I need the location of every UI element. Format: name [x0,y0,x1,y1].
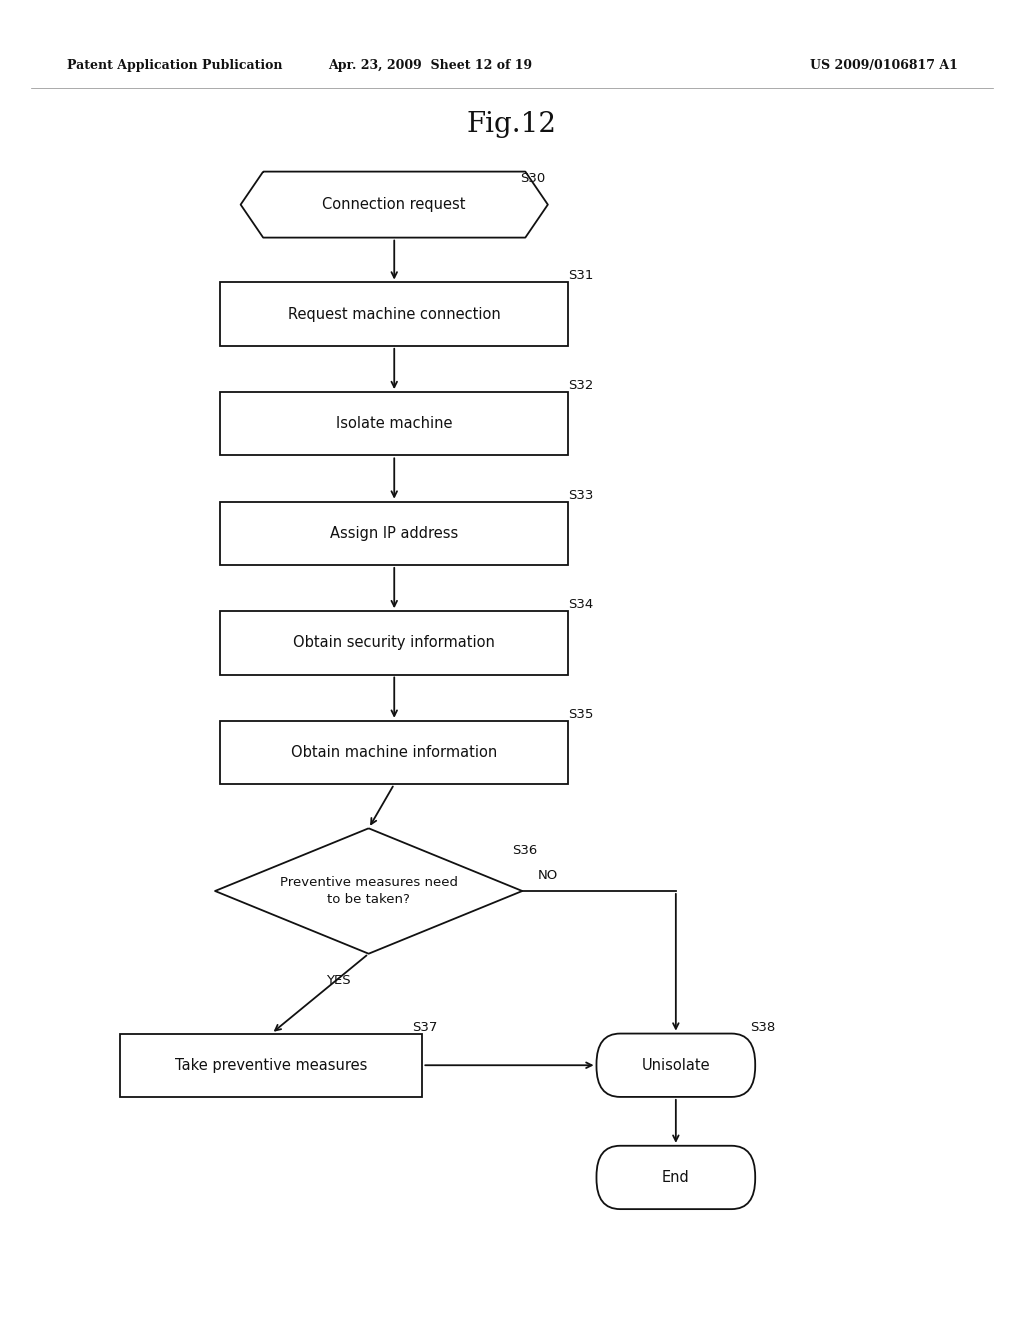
Text: S38: S38 [750,1020,775,1034]
Text: S37: S37 [412,1020,437,1034]
Text: S31: S31 [568,269,594,282]
Text: S32: S32 [568,379,594,392]
Text: Isolate machine: Isolate machine [336,416,453,432]
Text: S33: S33 [568,488,594,502]
Text: Unisolate: Unisolate [641,1057,711,1073]
Text: Apr. 23, 2009  Sheet 12 of 19: Apr. 23, 2009 Sheet 12 of 19 [328,59,532,73]
Text: US 2009/0106817 A1: US 2009/0106817 A1 [810,59,957,73]
Bar [220,392,568,455]
Text: S36: S36 [512,843,538,857]
Text: Connection request: Connection request [323,197,466,213]
Text: Request machine connection: Request machine connection [288,306,501,322]
Bar [220,282,568,346]
Bar [220,502,568,565]
Text: End: End [662,1170,690,1185]
Text: S35: S35 [568,708,594,721]
Bar [220,721,568,784]
Text: Preventive measures need
to be taken?: Preventive measures need to be taken? [280,876,458,906]
Text: Patent Application Publication: Patent Application Publication [67,59,282,73]
Text: YES: YES [326,974,350,986]
Text: Obtain security information: Obtain security information [293,635,496,651]
Bar [121,1034,422,1097]
Text: Take preventive measures: Take preventive measures [175,1057,368,1073]
Text: NO: NO [538,869,558,882]
Text: Fig.12: Fig.12 [467,111,557,137]
Bar [220,611,568,675]
Text: S34: S34 [568,598,594,611]
Text: Assign IP address: Assign IP address [330,525,459,541]
Text: S30: S30 [520,172,546,185]
Text: Obtain machine information: Obtain machine information [291,744,498,760]
